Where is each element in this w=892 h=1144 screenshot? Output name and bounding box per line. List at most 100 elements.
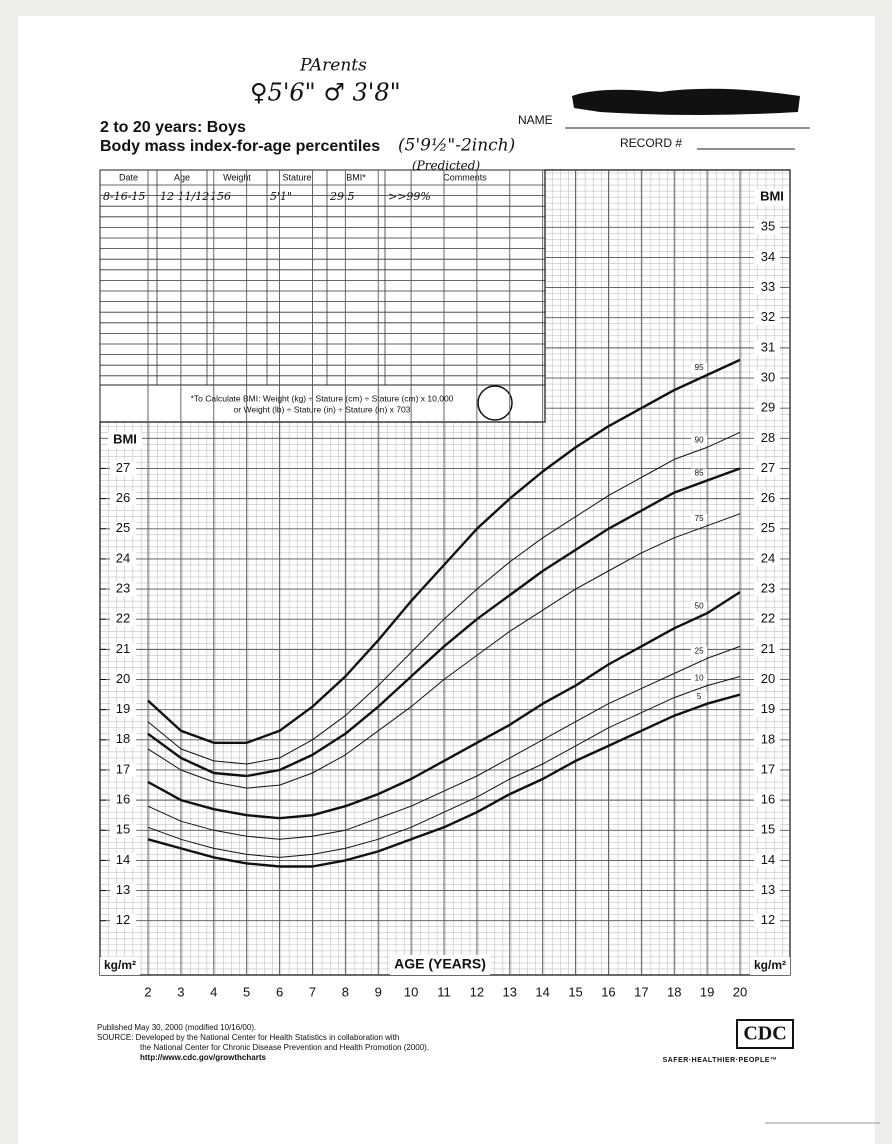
y-tick-label: 31 (761, 339, 775, 354)
label-bg (691, 468, 708, 479)
label-bg (110, 612, 136, 627)
table-cell: 12 11/12 (160, 190, 209, 203)
percentile-label: 10 (695, 674, 704, 683)
label-bg (754, 642, 780, 657)
y-tick-label: 23 (761, 581, 775, 596)
label-bg (754, 220, 780, 235)
percentile-label: 75 (695, 514, 704, 523)
percentile-label: 90 (695, 435, 704, 444)
y2-tick-label: 24 (116, 550, 130, 565)
label-bg (754, 913, 780, 928)
y2-tick-label: 27 (116, 460, 130, 475)
y-tick-label: 34 (761, 249, 775, 264)
x-tick-label: 10 (404, 984, 418, 999)
label-bg (110, 883, 136, 898)
label-bg (110, 551, 136, 566)
x-tick-label: 7 (309, 984, 316, 999)
percentile-label: 25 (695, 647, 704, 656)
percentile-curve (147, 467, 741, 778)
x-tick-label: 4 (210, 984, 217, 999)
y-tick-label: 19 (761, 701, 775, 716)
percentile-label: 95 (695, 363, 704, 372)
y-tick-label: 26 (761, 490, 775, 505)
label-bg (110, 672, 136, 687)
x-tick-label: 11 (437, 984, 451, 999)
y2-tick-label: 15 (116, 822, 130, 837)
label-bg (691, 646, 708, 657)
percentile-curve (147, 693, 741, 868)
axis-label: AGE (YEARS) (394, 956, 486, 972)
table-header: Weight (223, 172, 251, 182)
percentile-label: 85 (695, 469, 704, 478)
y2-tick-label: 25 (116, 520, 130, 535)
y-tick-label: 27 (761, 460, 775, 475)
y-tick-label: 12 (761, 912, 775, 927)
footer-text: SOURCE: Developed by the National Center… (97, 1033, 399, 1042)
table-header: Comments (443, 172, 487, 182)
y-tick-label: 30 (761, 369, 775, 384)
percentile-label: 50 (695, 601, 704, 610)
table-header: Date (119, 172, 138, 182)
label-bg (110, 913, 136, 928)
x-tick-label: 13 (503, 984, 517, 999)
footer-text: Published May 30, 2000 (modified 10/16/0… (97, 1023, 256, 1032)
y-tick-label: 13 (761, 882, 775, 897)
label-bg (754, 250, 780, 265)
y2-tick-label: 20 (116, 671, 130, 686)
y2-tick-label: 12 (116, 912, 130, 927)
x-tick-label: 16 (601, 984, 615, 999)
x-tick-label: 19 (700, 984, 714, 999)
y-tick-label: 14 (761, 852, 775, 867)
label-bg (691, 435, 708, 446)
label-bg (110, 582, 136, 597)
y2-tick-label: 19 (116, 701, 130, 716)
y-tick-label: 20 (761, 671, 775, 686)
x-tick-label: 3 (177, 984, 184, 999)
handwritten-circle (477, 385, 513, 421)
percentile-label: 5 (697, 692, 702, 701)
y-tick-label: 18 (761, 731, 775, 746)
table-cell: 8-16-15 (103, 190, 145, 203)
axis-label: BMI (113, 431, 137, 446)
label-bg (754, 491, 780, 506)
y2-tick-label: 16 (116, 792, 130, 807)
label-bg (754, 732, 780, 747)
label-bg (110, 732, 136, 747)
y2-tick-label: 17 (116, 761, 130, 776)
label-bg (754, 371, 780, 386)
axis-unit: kg/m² (104, 958, 136, 972)
label-bg (754, 310, 780, 325)
y2-tick-label: 13 (116, 882, 130, 897)
label-bg (754, 883, 780, 898)
x-tick-label: 8 (342, 984, 349, 999)
label-bg (754, 853, 780, 868)
handwritten-note: (Predicted) (412, 159, 480, 173)
percentile-curve (147, 676, 741, 858)
label-bg (754, 551, 780, 566)
y-tick-label: 35 (761, 219, 775, 234)
table-cell: 156 (210, 190, 231, 203)
label-bg (691, 601, 708, 612)
y-tick-label: 24 (761, 550, 775, 565)
name-label: NAME (518, 113, 553, 127)
label-bg (110, 762, 136, 777)
redaction (572, 88, 800, 115)
y-tick-label: 16 (761, 792, 775, 807)
percentile-curve (147, 358, 741, 744)
label-bg (754, 521, 780, 536)
label-bg (110, 823, 136, 838)
table-cell: 29.5 (329, 190, 355, 203)
x-tick-label: 14 (535, 984, 549, 999)
y-tick-label: 32 (761, 309, 775, 324)
handwritten-note: PArents (299, 56, 367, 76)
y-tick-label: 22 (761, 611, 775, 626)
x-tick-label: 9 (375, 984, 382, 999)
y2-tick-label: 14 (116, 852, 130, 867)
percentile-curve (147, 431, 741, 765)
x-tick-label: 20 (733, 984, 747, 999)
bmi-note-box (99, 384, 546, 423)
table-header: BMI* (346, 172, 366, 182)
label-bg (754, 401, 780, 416)
label-bg (754, 793, 780, 808)
